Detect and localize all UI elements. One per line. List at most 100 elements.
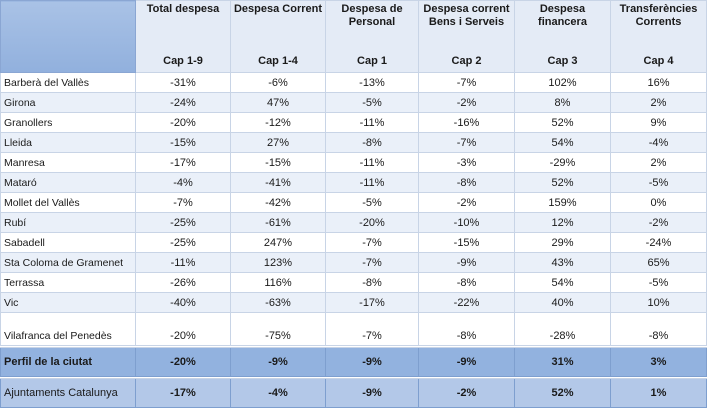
value-cell: -63% — [230, 292, 326, 313]
row-label: Granollers — [0, 112, 136, 133]
value-cell: 8% — [514, 92, 611, 113]
table-row: Granollers -20% -12% -11% -16% 52% 9% — [0, 112, 707, 133]
value-cell: -42% — [230, 192, 326, 213]
value-cell: -15% — [418, 232, 515, 253]
row-label: Lleida — [0, 132, 136, 153]
value-cell: 52% — [514, 112, 611, 133]
value-cell: -8% — [610, 312, 707, 346]
value-cell: -8% — [325, 132, 419, 153]
value-cell: -11% — [325, 112, 419, 133]
value-cell: 65% — [610, 252, 707, 273]
perfil-row: Perfil de la ciutat -20% -9% -9% -9% 31% 3% — [0, 347, 707, 377]
value-cell: -25% — [135, 212, 231, 233]
value-cell: -9% — [418, 347, 515, 377]
header-row: Total despesa Cap 1-9 Despesa Corrent Cap … — [0, 0, 707, 73]
row-label: Mollet del Vallès — [0, 192, 136, 213]
value-cell: -75% — [230, 312, 326, 346]
value-cell: -9% — [230, 347, 326, 377]
value-cell: 10% — [610, 292, 707, 313]
table-row: Sabadell -25% 247% -7% -15% 29% -24% — [0, 232, 707, 253]
value-cell: -12% — [230, 112, 326, 133]
value-cell: 12% — [514, 212, 611, 233]
value-cell: 123% — [230, 252, 326, 273]
value-cell: -16% — [418, 112, 515, 133]
value-cell: -15% — [230, 152, 326, 173]
value-cell: -11% — [325, 172, 419, 193]
ajuntaments-row: Ajuntaments Catalunya -17% -4% -9% -2% 52% 1% — [0, 378, 707, 408]
row-label: Ajuntaments Catalunya — [0, 378, 136, 408]
value-cell: -9% — [325, 378, 419, 408]
value-cell: -7% — [325, 232, 419, 253]
value-cell: -5% — [610, 172, 707, 193]
header-total-despesa: Total despesa Cap 1-9 — [135, 0, 231, 73]
value-cell: -29% — [514, 152, 611, 173]
table-row: Lleida -15% 27% -8% -7% 54% -4% — [0, 132, 707, 153]
value-cell: 31% — [514, 347, 611, 377]
value-cell: 2% — [610, 152, 707, 173]
row-label: Manresa — [0, 152, 136, 173]
value-cell: -20% — [135, 347, 231, 377]
value-cell: -15% — [135, 132, 231, 153]
value-cell: -20% — [135, 112, 231, 133]
value-cell: -24% — [610, 232, 707, 253]
table-row: Mollet del Vallès -7% -42% -5% -2% 159% 0% — [0, 192, 707, 213]
value-cell: 0% — [610, 192, 707, 213]
value-cell: -3% — [418, 152, 515, 173]
value-cell: -2% — [610, 212, 707, 233]
value-cell: -7% — [135, 192, 231, 213]
row-label: Vilafranca del Penedès — [0, 312, 136, 346]
value-cell: 102% — [514, 72, 611, 93]
value-cell: 1% — [610, 378, 707, 408]
value-cell: -13% — [325, 72, 419, 93]
table-row: Vic -40% -63% -17% -22% 40% 10% — [0, 292, 707, 313]
value-cell: -11% — [135, 252, 231, 273]
value-cell: -31% — [135, 72, 231, 93]
table-row: Barberà del Vallès -31% -6% -13% -7% 102% 16% — [0, 72, 707, 93]
table-row: Mataró -4% -41% -11% -8% 52% -5% — [0, 172, 707, 193]
value-cell: -41% — [230, 172, 326, 193]
value-cell: -8% — [418, 312, 515, 346]
header-despesa-personal: Despesa de Personal Cap 1 — [325, 0, 419, 73]
value-cell: -20% — [135, 312, 231, 346]
value-cell: -5% — [325, 92, 419, 113]
value-cell: -8% — [418, 172, 515, 193]
row-label: Vic — [0, 292, 136, 313]
value-cell: -2% — [418, 192, 515, 213]
value-cell: -5% — [325, 192, 419, 213]
table-row: Rubí -25% -61% -20% -10% 12% -2% — [0, 212, 707, 233]
value-cell: -17% — [135, 378, 231, 408]
value-cell: -22% — [418, 292, 515, 313]
row-label: Girona — [0, 92, 136, 113]
value-cell: -4% — [135, 172, 231, 193]
value-cell: 247% — [230, 232, 326, 253]
row-label: Terrassa — [0, 272, 136, 293]
value-cell: -28% — [514, 312, 611, 346]
value-cell: 16% — [610, 72, 707, 93]
header-transferencies: Transferències Corrents Cap 4 — [610, 0, 707, 73]
header-despesa-corrent: Despesa Corrent Cap 1-4 — [230, 0, 326, 73]
header-corner — [0, 0, 136, 73]
header-bens-serveis: Despesa corrent Bens i Serveis Cap 2 — [418, 0, 515, 73]
value-cell: 52% — [514, 378, 611, 408]
value-cell: 2% — [610, 92, 707, 113]
value-cell: 43% — [514, 252, 611, 273]
value-cell: -17% — [135, 152, 231, 173]
row-label: Rubí — [0, 212, 136, 233]
value-cell: -2% — [418, 378, 515, 408]
value-cell: -61% — [230, 212, 326, 233]
value-cell: -7% — [418, 72, 515, 93]
value-cell: 52% — [514, 172, 611, 193]
value-cell: 54% — [514, 132, 611, 153]
value-cell: -26% — [135, 272, 231, 293]
value-cell: -4% — [610, 132, 707, 153]
value-cell: 3% — [610, 347, 707, 377]
row-label: Perfil de la ciutat — [0, 347, 136, 377]
value-cell: -8% — [325, 272, 419, 293]
value-cell: 27% — [230, 132, 326, 153]
header-despesa-financera: Despesa financera Cap 3 — [514, 0, 611, 73]
value-cell: -9% — [418, 252, 515, 273]
value-cell: -17% — [325, 292, 419, 313]
table-row: Manresa -17% -15% -11% -3% -29% 2% — [0, 152, 707, 173]
table-row: Vilafranca del Penedès -20% -75% -7% -8% -28%… — [0, 312, 707, 346]
